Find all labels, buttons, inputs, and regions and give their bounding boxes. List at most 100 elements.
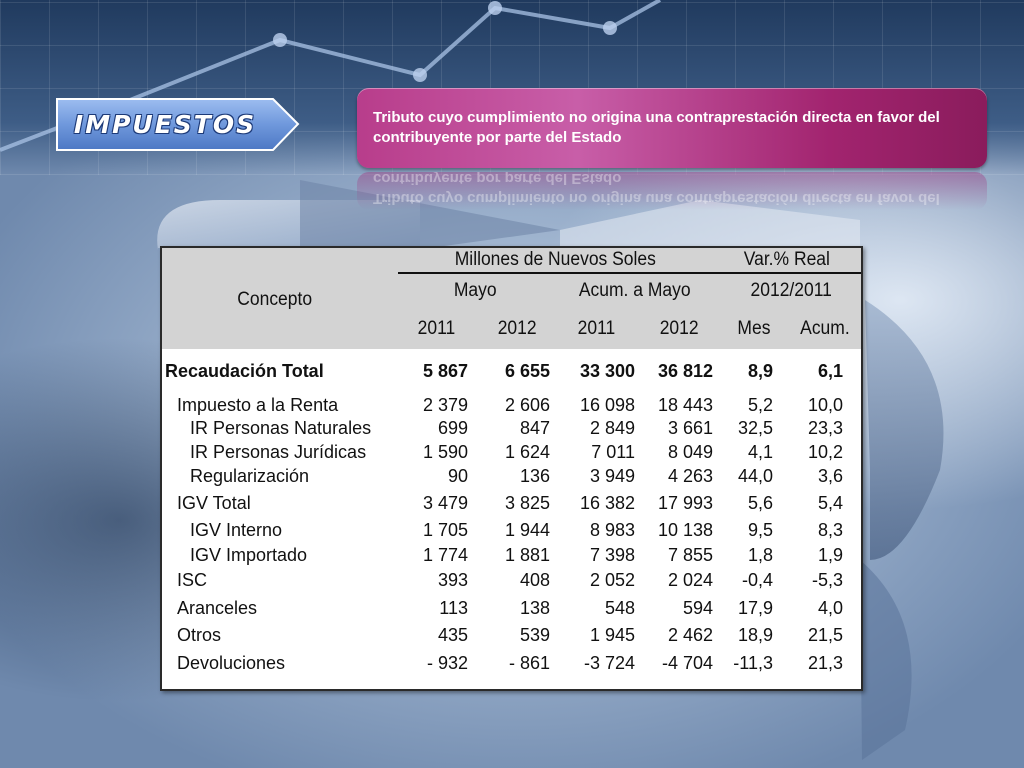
cell-var-mes: 32,5: [737, 418, 773, 438]
table-row: Impuesto a la Renta 2 379 2 606 16 098 18 44…: [162, 393, 861, 417]
cell-var-mes: 1,8: [747, 545, 773, 565]
cell-var-acum: 3,6: [817, 466, 843, 486]
cell-var-acum: 4,0: [817, 598, 843, 618]
cell-mayo-2012: 1 944: [504, 520, 550, 540]
cell-mayo-2012: 1 881: [504, 545, 550, 565]
cell-acum-2011: 3 949: [589, 466, 635, 486]
cell-acum-2011: 16 098: [579, 395, 635, 415]
row-label: IGV Interno: [190, 520, 283, 540]
header-sub-period: 2012/2011: [750, 280, 832, 301]
cell-mayo-2012: 3 825: [504, 493, 550, 513]
cell-var-acum: 10,2: [807, 442, 843, 462]
table-row: Recaudación Total 5 867 6 655 33 300 36 812 8…: [162, 359, 861, 383]
cell-acum-2011: 1 945: [589, 625, 635, 645]
cell-acum-2011: 2 849: [589, 418, 635, 438]
header-col-acum: Acum.: [800, 318, 850, 339]
cell-mayo-2011: 2 379: [422, 395, 468, 415]
table-row: Otros 435 539 1 945 2 462 18,9 21,5: [162, 623, 861, 647]
cell-acum-2011: 2 052: [589, 570, 635, 590]
header-col-mes: Mes: [737, 318, 771, 339]
row-label: Devoluciones: [177, 653, 286, 673]
cell-mayo-2011: 90: [447, 466, 468, 486]
cell-mayo-2012: 138: [519, 598, 550, 618]
row-label: IR Personas Naturales: [190, 418, 372, 438]
cell-mayo-2011: 113: [439, 598, 468, 618]
cell-mayo-2012: 136: [519, 466, 550, 486]
cell-var-acum: 6,1: [817, 361, 843, 381]
row-label: ISC: [177, 570, 208, 590]
cell-mayo-2011: 3 479: [422, 493, 468, 513]
definition-box: Tributo cuyo cumplimiento no origina una…: [357, 88, 987, 168]
row-label: IR Personas Jurídicas: [190, 442, 367, 462]
cell-mayo-2012: - 861: [508, 653, 550, 673]
cell-mayo-2011: 435: [437, 625, 468, 645]
cell-acum-2012: 8 049: [667, 442, 713, 462]
table-row: Devoluciones - 932 - 861 -3 724 -4 704 -11,3 2…: [162, 651, 861, 675]
table-header-background: [162, 248, 861, 349]
cell-acum-2012: 10 138: [657, 520, 713, 540]
row-label: Regularización: [190, 466, 310, 486]
table-row: IGV Interno 1 705 1 944 8 983 10 138 9,5 8,3: [162, 518, 861, 542]
cell-acum-2012: 18 443: [657, 395, 713, 415]
header-col-2011-acum: 2011: [577, 318, 616, 339]
cell-acum-2011: 7 398: [589, 545, 635, 565]
table-row: ISC 393 408 2 052 2 024 -0,4 -5,3: [162, 568, 861, 592]
cell-var-acum: 10,0: [807, 395, 843, 415]
cell-var-mes: 8,9: [747, 361, 773, 381]
cell-mayo-2012: 847: [519, 418, 550, 438]
cell-mayo-2011: 1 705: [422, 520, 468, 540]
definition-text: Tributo cuyo cumplimiento no origina una…: [373, 109, 940, 146]
definition-reflection-text: Tributo cuyo cumplimiento no origina una…: [373, 172, 940, 207]
cell-var-acum: 21,3: [807, 653, 843, 673]
cell-acum-2012: 17 993: [657, 493, 713, 513]
cell-var-mes: 18,9: [737, 625, 773, 645]
header-sub-mayo: Mayo: [453, 280, 497, 301]
header-divider-top: [398, 272, 861, 274]
cell-mayo-2011: - 932: [426, 653, 468, 673]
table-row: IGV Total 3 479 3 825 16 382 17 993 5,6 5,4: [162, 491, 861, 515]
cell-var-mes: 9,5: [747, 520, 773, 540]
cell-var-mes: 44,0: [737, 466, 773, 486]
header-group-var: Var.% Real: [743, 249, 830, 270]
cell-mayo-2011: 1 590: [422, 442, 468, 462]
cell-var-mes: -11,3: [733, 653, 773, 673]
cell-mayo-2012: 408: [519, 570, 550, 590]
cell-acum-2012: 594: [682, 598, 713, 618]
title-banner: IMPUESTOS: [55, 97, 300, 152]
table-row: IR Personas Jurídicas 1 590 1 624 7 011 8 04…: [162, 440, 861, 464]
cell-acum-2011: -3 724: [583, 653, 635, 673]
cell-acum-2011: 7 011: [591, 442, 635, 462]
cell-var-acum: -5,3: [811, 570, 843, 590]
cell-var-mes: 5,6: [747, 493, 773, 513]
cell-mayo-2012: 2 606: [504, 395, 550, 415]
cell-acum-2012: -4 704: [661, 653, 713, 673]
arrow-shape-icon: [56, 98, 300, 151]
row-label: IGV Importado: [190, 545, 308, 565]
header-col-2012-mayo: 2012: [497, 318, 537, 339]
cell-var-acum: 8,3: [817, 520, 843, 540]
cell-acum-2012: 2 024: [667, 570, 713, 590]
cell-var-acum: 23,3: [807, 418, 843, 438]
cell-acum-2011: 33 300: [579, 361, 635, 381]
cell-acum-2011: 8 983: [589, 520, 635, 540]
cell-var-mes: -0,4: [741, 570, 773, 590]
cell-var-mes: 17,9: [737, 598, 773, 618]
cell-var-acum: 5,4: [817, 493, 843, 513]
cell-mayo-2012: 1 624: [504, 442, 550, 462]
row-label: Recaudación Total: [165, 361, 324, 381]
table-row: IGV Importado 1 774 1 881 7 398 7 855 1,8 1,9: [162, 543, 861, 567]
cell-acum-2011: 16 382: [579, 493, 635, 513]
table-row: Regularización 90 136 3 949 4 263 44,0 3,6: [162, 464, 861, 488]
cell-mayo-2011: 393: [437, 570, 468, 590]
cell-mayo-2011: 699: [437, 418, 468, 438]
cell-var-mes: 5,2: [747, 395, 773, 415]
header-concept: Concepto: [237, 289, 313, 310]
cell-acum-2012: 7 855: [667, 545, 713, 565]
header-col-2012-acum: 2012: [659, 318, 699, 339]
tax-revenue-table: Concepto Millones de Nuevos Soles Var.% …: [160, 246, 863, 691]
cell-acum-2012: 36 812: [657, 361, 713, 381]
page-title: IMPUESTOS: [73, 110, 257, 139]
table-row: IR Personas Naturales 699 847 2 849 3 661 32,…: [162, 416, 861, 440]
row-label: Otros: [177, 625, 222, 645]
